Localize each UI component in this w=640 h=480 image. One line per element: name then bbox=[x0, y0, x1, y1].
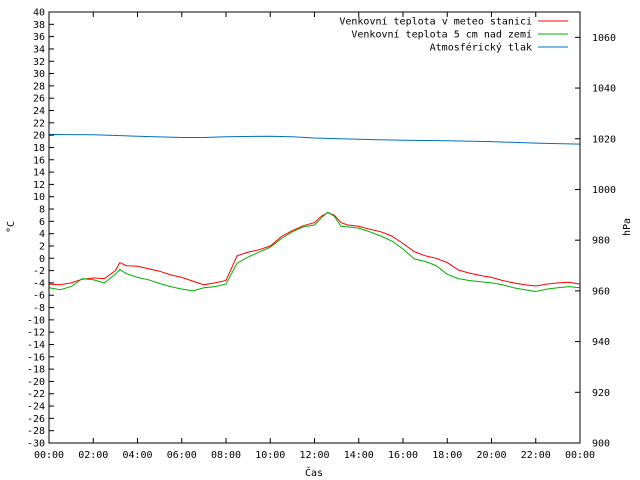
y-right-tick-label: 1060 bbox=[592, 33, 616, 44]
series-line-3 bbox=[48, 134, 581, 145]
y-left-tick-label: 26 bbox=[33, 94, 45, 105]
series-line-2 bbox=[48, 211, 581, 293]
y-left-tick-label: 14 bbox=[33, 168, 45, 179]
y-left-tick-label: -20 bbox=[27, 377, 45, 388]
y-axis-right-title: hPa bbox=[622, 218, 633, 236]
x-tick-label: 08:00 bbox=[211, 450, 241, 461]
x-tick-label: 18:00 bbox=[432, 450, 462, 461]
x-tick-label: 12:00 bbox=[299, 450, 329, 461]
y-left-tick-label: -8 bbox=[33, 303, 45, 314]
y-left-tick-label: 20 bbox=[33, 131, 45, 142]
x-tick-label: 22:00 bbox=[521, 450, 551, 461]
x-tick-label: 00:00 bbox=[565, 450, 595, 461]
y-right-tick-label: 1020 bbox=[592, 134, 616, 145]
y-right-tick-label: 1040 bbox=[592, 84, 616, 95]
y-right-tick-label: 1000 bbox=[592, 185, 616, 196]
y-right-tick-label: 980 bbox=[592, 236, 610, 247]
y-left-tick-label: 36 bbox=[33, 32, 45, 43]
y-left-tick-label: -26 bbox=[27, 414, 45, 425]
y-left-tick-label: 12 bbox=[33, 180, 45, 191]
y-left-tick-label: -4 bbox=[33, 278, 45, 289]
series-line-1 bbox=[48, 212, 581, 287]
legend: Venkovní teplota v meteo staniciVenkovní… bbox=[339, 16, 568, 54]
x-tick-label: 02:00 bbox=[78, 450, 108, 461]
x-tick-label: 10:00 bbox=[255, 450, 285, 461]
x-tick-label: 06:00 bbox=[167, 450, 197, 461]
y-left-tick-label: 2 bbox=[39, 241, 45, 252]
y-left-tick-label: -10 bbox=[27, 315, 45, 326]
y-left-tick-label: -16 bbox=[27, 352, 45, 363]
y-left-tick-label: -18 bbox=[27, 365, 45, 376]
ticks-layer: -30-28-26-24-22-20-18-16-14-12-10-8-6-4-… bbox=[27, 8, 616, 462]
y-left-tick-label: 30 bbox=[33, 69, 45, 80]
y-left-tick-label: 38 bbox=[33, 20, 45, 31]
legend-label-1: Venkovní teplota v meteo stanici bbox=[339, 16, 532, 28]
y-left-tick-label: 8 bbox=[39, 205, 45, 216]
series-layer bbox=[48, 134, 581, 293]
y-right-tick-label: 900 bbox=[592, 439, 610, 450]
y-left-tick-label: -6 bbox=[33, 291, 45, 302]
y-left-tick-label: 34 bbox=[33, 44, 45, 55]
x-tick-label: 20:00 bbox=[476, 450, 506, 461]
y-right-tick-label: 960 bbox=[592, 286, 610, 297]
y-left-tick-label: 40 bbox=[33, 8, 45, 19]
y-left-tick-label: 6 bbox=[39, 217, 45, 228]
y-left-tick-label: -2 bbox=[33, 266, 45, 277]
y-left-tick-label: 32 bbox=[33, 57, 45, 68]
y-axis-left-title: °C bbox=[6, 221, 17, 233]
y-left-tick-label: -12 bbox=[27, 328, 45, 339]
legend-label-2: Venkovní teplota 5 cm nad zemí bbox=[351, 29, 532, 41]
x-tick-label: 00:00 bbox=[34, 450, 64, 461]
x-tick-label: 16:00 bbox=[388, 450, 418, 461]
y-left-tick-label: 4 bbox=[39, 229, 45, 240]
x-axis-title: Čas bbox=[305, 466, 323, 479]
y-left-tick-label: 24 bbox=[33, 106, 45, 117]
y-left-tick-label: -14 bbox=[27, 340, 45, 351]
legend-label-3: Atmosférický tlak bbox=[430, 42, 532, 54]
y-left-tick-label: -28 bbox=[27, 426, 45, 437]
y-left-tick-label: 16 bbox=[33, 155, 45, 166]
y-left-tick-label: 18 bbox=[33, 143, 45, 154]
y-left-tick-label: 28 bbox=[33, 81, 45, 92]
y-left-tick-label: 0 bbox=[39, 254, 45, 265]
y-left-tick-label: 22 bbox=[33, 118, 45, 129]
y-right-tick-label: 940 bbox=[592, 337, 610, 348]
x-tick-label: 14:00 bbox=[344, 450, 374, 461]
y-left-tick-label: -22 bbox=[27, 389, 45, 400]
y-left-tick-label: -24 bbox=[27, 402, 45, 413]
x-tick-label: 04:00 bbox=[122, 450, 152, 461]
y-left-tick-label: 10 bbox=[33, 192, 45, 203]
y-right-tick-label: 920 bbox=[592, 388, 610, 399]
y-left-tick-label: -30 bbox=[27, 439, 45, 450]
